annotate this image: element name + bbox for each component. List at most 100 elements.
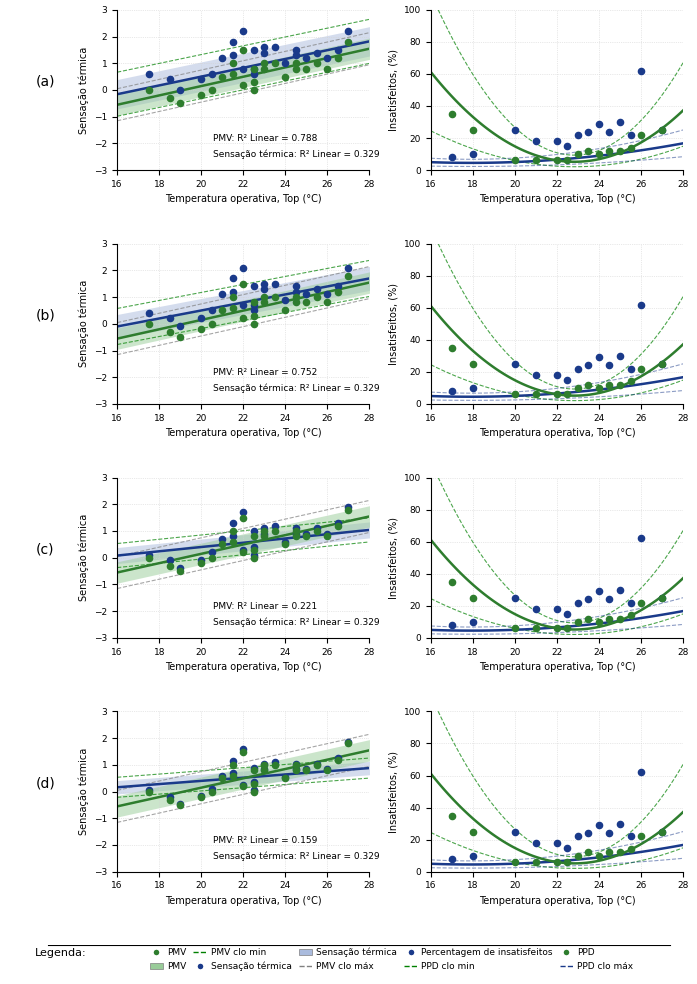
Point	[467, 824, 478, 839]
Point	[217, 768, 228, 783]
Text: (c): (c)	[36, 542, 54, 557]
Point	[332, 518, 344, 533]
Point	[217, 50, 228, 66]
Point	[343, 502, 354, 518]
Point	[259, 528, 270, 544]
Point	[657, 356, 668, 372]
Point	[510, 620, 521, 636]
Point	[164, 789, 176, 805]
Text: Sensação térmica: R² Linear = 0.329: Sensação térmica: R² Linear = 0.329	[213, 851, 380, 861]
Point	[238, 276, 249, 291]
Point	[446, 808, 457, 824]
Point	[530, 367, 542, 383]
Point	[248, 308, 259, 324]
Point	[259, 757, 270, 772]
Point	[248, 523, 259, 539]
Point	[551, 153, 562, 168]
Point	[279, 303, 291, 319]
Point	[238, 778, 249, 794]
Point	[583, 357, 594, 373]
Point	[279, 533, 291, 549]
Text: (b): (b)	[36, 309, 55, 323]
Point	[238, 510, 249, 525]
Point	[269, 289, 280, 305]
Point	[551, 367, 562, 383]
Point	[625, 594, 636, 610]
Point	[593, 380, 604, 396]
Point	[332, 752, 344, 768]
Point	[593, 584, 604, 599]
Point	[238, 61, 249, 77]
Point	[583, 377, 594, 393]
Point	[279, 69, 291, 85]
Point	[583, 844, 594, 860]
Point	[312, 521, 323, 536]
Y-axis label: Insatisfeitos, (%): Insatisfeitos, (%)	[388, 49, 398, 131]
Point	[227, 533, 238, 549]
Point	[636, 127, 647, 143]
Point	[248, 294, 259, 310]
Point	[196, 72, 207, 88]
Point	[625, 829, 636, 844]
Point	[248, 61, 259, 77]
Point	[143, 547, 154, 563]
Point	[248, 61, 259, 77]
Point	[248, 542, 259, 558]
Point	[259, 276, 270, 291]
X-axis label: Temperatura operativa, Top (°C): Temperatura operativa, Top (°C)	[479, 662, 635, 672]
Point	[593, 848, 604, 864]
Point	[259, 761, 270, 776]
Point	[530, 601, 542, 617]
Point	[551, 134, 562, 150]
Point	[572, 594, 583, 610]
Point	[322, 286, 333, 302]
Point	[217, 303, 228, 319]
Point	[143, 550, 154, 566]
Point	[636, 297, 647, 313]
Point	[238, 741, 249, 757]
Point	[238, 542, 249, 558]
Point	[446, 383, 457, 399]
Point	[530, 854, 542, 870]
Point	[510, 824, 521, 839]
Point	[615, 844, 626, 860]
Point	[530, 134, 542, 150]
Point	[248, 774, 259, 790]
Point	[248, 763, 259, 778]
Point	[604, 844, 615, 860]
Point	[259, 521, 270, 536]
Point	[196, 88, 207, 103]
Point	[175, 319, 186, 335]
Point	[248, 303, 259, 319]
Point	[301, 528, 312, 544]
Point	[312, 523, 323, 539]
Point	[301, 294, 312, 310]
Point	[604, 357, 615, 373]
Y-axis label: Sensação térmica: Sensação térmica	[78, 46, 89, 134]
Point	[143, 316, 154, 332]
Point	[143, 782, 154, 798]
Point	[248, 66, 259, 82]
Point	[312, 289, 323, 305]
Point	[291, 757, 302, 772]
Point	[206, 316, 217, 332]
Point	[227, 523, 238, 539]
Point	[530, 835, 542, 851]
Point	[593, 147, 604, 162]
Point	[164, 311, 176, 327]
Point	[217, 286, 228, 302]
Point	[657, 589, 668, 605]
Point	[467, 589, 478, 605]
Point	[248, 760, 259, 775]
Point	[562, 606, 573, 622]
Point	[446, 106, 457, 122]
Point	[175, 563, 186, 579]
Legend: PMV, PMV, PMV clo min, Sensação térmica, Sensação térmica, PMV clo máx, Percenta: PMV, PMV, PMV clo min, Sensação térmica,…	[146, 945, 636, 975]
Point	[593, 614, 604, 630]
Point	[238, 24, 249, 39]
Y-axis label: Sensação térmica: Sensação térmica	[78, 514, 89, 601]
Point	[175, 82, 186, 97]
Point	[322, 763, 333, 778]
Point	[164, 91, 176, 106]
Point	[259, 294, 270, 310]
